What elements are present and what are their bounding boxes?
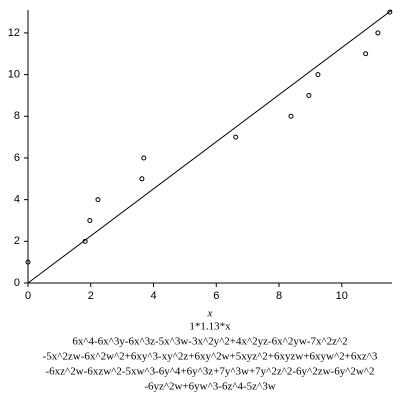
x-tick-label: 0 — [25, 290, 31, 302]
caption-line: -6xz^2w-6xzw^2-5xw^3-6y^4+6y^3z+7y^3w+7y… — [46, 366, 375, 378]
y-tick-label: 8 — [14, 110, 20, 122]
data-point — [375, 30, 381, 36]
data-point — [363, 51, 369, 57]
data-point — [82, 238, 88, 244]
data-point — [387, 9, 393, 15]
x-tick-label: 8 — [276, 290, 282, 302]
data-point — [233, 134, 239, 140]
y-tick-label: 12 — [8, 27, 20, 39]
data-point — [139, 176, 145, 182]
x-tick-label: 4 — [150, 290, 156, 302]
data-point — [87, 217, 93, 223]
data-point — [288, 113, 294, 119]
x-tick-label: 2 — [88, 290, 94, 302]
data-point — [141, 155, 147, 161]
x-axis-label: x — [207, 308, 213, 320]
y-tick-label: 2 — [14, 235, 20, 247]
data-point — [25, 259, 31, 265]
y-tick-label: 4 — [14, 194, 20, 206]
x-tick-label: 6 — [213, 290, 219, 302]
fit-line — [27, 9, 393, 284]
y-tick-label: 10 — [8, 69, 20, 81]
data-point — [306, 92, 312, 98]
y-tick-label: 0 — [14, 277, 20, 289]
y-tick-label: 6 — [14, 152, 20, 164]
caption-line: -5x^2zw-6x^2w^2+6xy^3-xy^2z+6xy^2w+5xyz^… — [43, 351, 378, 363]
legend-label: 1*1.13*x — [189, 321, 231, 333]
data-point — [315, 72, 321, 78]
x-tick-label: 10 — [336, 290, 348, 302]
data-point — [95, 197, 101, 203]
caption-line: -6yz^2w+6yw^3-6z^4-5z^3w — [144, 381, 275, 393]
caption-line: 6x^4-6x^3y-6x^3z-5x^3w-3x^2y^2+4x^2yz-6x… — [72, 336, 347, 348]
